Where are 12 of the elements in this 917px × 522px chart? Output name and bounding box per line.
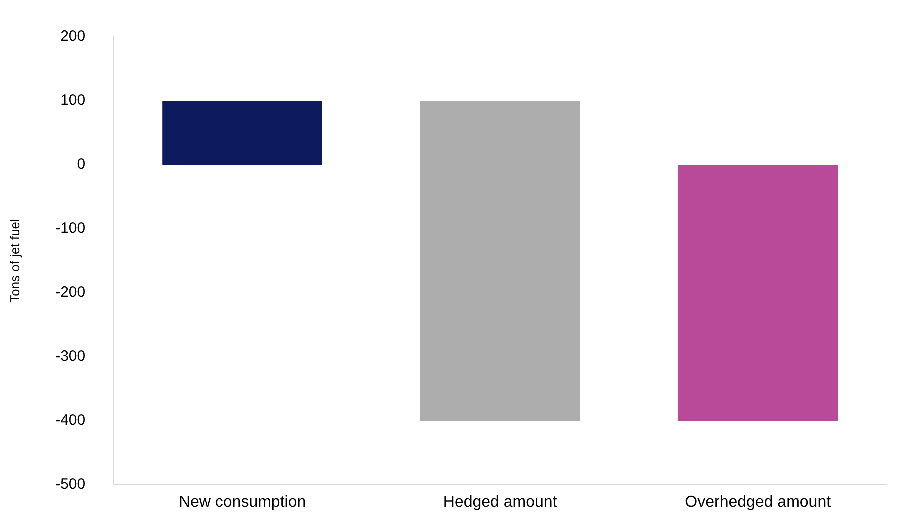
y-tick-label: 200 [60,28,86,46]
y-tick-label: 0 [77,156,86,174]
x-tick-label: New consumption [178,494,306,512]
y-tick-label: -100 [56,220,86,238]
y-axis-title: Tons of jet fuel [7,218,22,303]
x-tick-label: Overhedged amount [685,494,832,512]
y-tick-label: -500 [56,476,86,494]
y-tick-label: 100 [60,92,86,110]
y-tick-label: -300 [56,348,86,366]
x-tick-label: Hedged amount [443,494,558,512]
y-tick-label: -200 [56,284,86,302]
y-tick-label: -400 [56,412,86,430]
